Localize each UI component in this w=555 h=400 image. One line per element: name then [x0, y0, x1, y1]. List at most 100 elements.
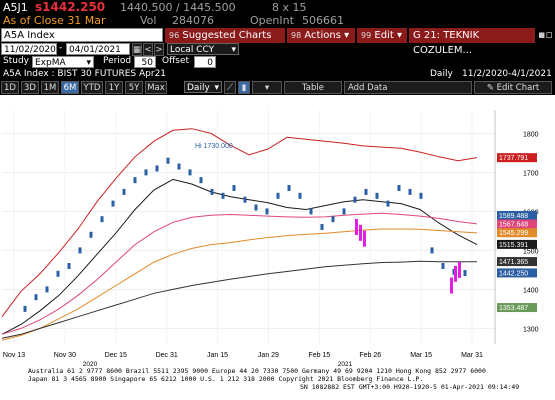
price-bar	[89, 231, 93, 238]
ticker: A5J1	[3, 1, 28, 14]
price-bar	[353, 196, 357, 203]
price-bar	[243, 196, 247, 203]
period-button-1m[interactable]: 1M	[41, 81, 59, 94]
frequency-select[interactable]: Daily ▾	[184, 81, 222, 93]
price-bar	[23, 305, 27, 312]
start-date-field[interactable]: 11/02/2020	[1, 43, 57, 55]
bid-ask: 1440.500 / 1445.500	[120, 1, 236, 14]
currency-select[interactable]: Local CCY ▾	[167, 43, 239, 55]
price-label-box	[497, 153, 537, 163]
x-tick-label: Dec 31	[156, 352, 178, 359]
footer-line-2: Japan 81 3 4565 8900 Singapore 65 6212 1…	[28, 375, 424, 383]
study-select[interactable]: ExpMA ▾	[32, 56, 94, 68]
candle-chart-icon[interactable]: ▮	[238, 81, 250, 94]
series-line	[1, 212, 478, 335]
as-of-close: As of Close 31 Mar	[3, 14, 106, 27]
price-label-text: 1545.299	[499, 230, 528, 237]
price-label-text: 1567.648	[499, 222, 528, 229]
study-thumbnails[interactable]	[0, 95, 555, 104]
period-button-max[interactable]: Max	[145, 81, 167, 94]
x-tick-label: Nov 30	[54, 352, 76, 359]
series-line	[1, 128, 478, 317]
price-label-box	[497, 239, 537, 249]
period-button-ytd[interactable]: YTD	[81, 81, 103, 94]
volume-value: 284076	[172, 14, 214, 27]
x-tick-label: Dec 15	[105, 352, 127, 359]
price-bar	[111, 200, 115, 207]
chart-style-select[interactable]: ▾	[252, 81, 282, 94]
down-bar	[359, 224, 362, 241]
series-line	[1, 228, 478, 341]
edit-chart-button[interactable]: ✎ Edit Chart	[474, 81, 552, 94]
offset-field[interactable]: 0	[194, 56, 216, 68]
y-tick-label: 1500	[523, 248, 539, 255]
edit-number: 99	[361, 31, 372, 40]
calendar-icon[interactable]: ▦	[132, 43, 142, 56]
line-chart-icon[interactable]: ⟋	[224, 81, 236, 94]
actions-button[interactable]: 98 Actions ▾	[287, 28, 355, 43]
period-field[interactable]: 50	[134, 56, 156, 68]
actions-dropdown-icon: ▾	[344, 30, 350, 41]
price-label-text: 1442.250	[499, 270, 528, 277]
period-button-1d[interactable]: 1D	[1, 81, 19, 94]
price-bar	[56, 270, 60, 277]
price-bar	[210, 188, 214, 195]
edit-button[interactable]: 99 Edit ▾	[357, 28, 407, 43]
window-controls-icon[interactable]: ▪▫	[538, 28, 553, 41]
down-bar	[454, 265, 457, 282]
volume-label: Vol	[140, 14, 157, 27]
price-bar	[155, 165, 159, 172]
price-label-box	[497, 228, 537, 238]
down-bar	[450, 277, 453, 294]
period-button-5y[interactable]: 5Y	[125, 81, 143, 94]
price-bar	[309, 208, 313, 215]
chart-header: A5A Index : BIST 30 FUTURES Apr21 Daily …	[0, 69, 555, 81]
price-bar	[364, 188, 368, 195]
price-label-text: 1353.487	[499, 305, 528, 312]
frequency-select-value: Daily	[187, 83, 210, 93]
price-bar	[287, 185, 291, 191]
period-button-3d[interactable]: 3D	[21, 81, 39, 94]
price-bar	[78, 247, 82, 254]
price-bar	[397, 185, 401, 191]
security-field[interactable]: A5A Index	[1, 28, 163, 42]
period-button-6m[interactable]: 6M	[61, 81, 79, 94]
date-range-text: 11/2/2020-4/1/2021	[462, 69, 552, 79]
open-interest-value: 506661	[302, 14, 344, 27]
period-row: 1D 3D 1M 6M YTD 1Y 5Y Max Daily ▾ ⟋ ▮ ▾ Table A…	[0, 81, 555, 95]
table-button[interactable]: Table	[284, 81, 342, 94]
price-bar	[221, 192, 225, 199]
footer-line-3: SN 1082882 EST GMT+3:00 H920-1920-5 01-A…	[300, 383, 520, 391]
edit-chart-icon: ✎	[486, 83, 494, 93]
suggested-charts-button[interactable]: 96 Suggested Charts	[165, 28, 285, 43]
series-line	[1, 260, 477, 339]
price-bar	[45, 286, 49, 293]
page-title: G 21: TEKNIK COZULEM...	[409, 28, 535, 56]
price-bar	[276, 192, 280, 199]
x-tick-label: Mar 15	[410, 352, 432, 359]
chevron-down-icon: ▾	[214, 83, 219, 93]
price-label-text: 1737.791	[499, 155, 528, 162]
study-value: ExpMA	[35, 58, 66, 68]
footer: Australia 61 2 9777 8600 Brazil 5511 239…	[0, 366, 555, 400]
toolbar: A5A Index 96 Suggested Charts 98 Actions…	[0, 27, 555, 56]
study-row: Study ExpMA ▾ Period 50 Offset 0	[0, 56, 555, 69]
add-data-field[interactable]: Add Data	[344, 81, 472, 94]
price-label-box	[497, 257, 537, 267]
price-bar	[375, 192, 379, 199]
end-date-field[interactable]: 04/01/2021	[66, 43, 130, 55]
x-tick-label: Nov 13	[3, 352, 25, 359]
price-label-text: 1471.365	[499, 259, 528, 266]
next-range-button[interactable]: >	[154, 43, 164, 56]
price-bar	[177, 163, 181, 170]
last-price: s1442.250	[35, 0, 106, 14]
period-button-1y[interactable]: 1Y	[105, 81, 123, 94]
price-bar	[265, 208, 269, 215]
price-bar	[254, 204, 258, 211]
price-bar	[34, 294, 38, 301]
prev-range-button[interactable]: <	[143, 43, 153, 56]
currency-value: Local CCY	[170, 45, 215, 55]
price-label-box	[497, 268, 537, 278]
down-bar	[363, 230, 366, 247]
